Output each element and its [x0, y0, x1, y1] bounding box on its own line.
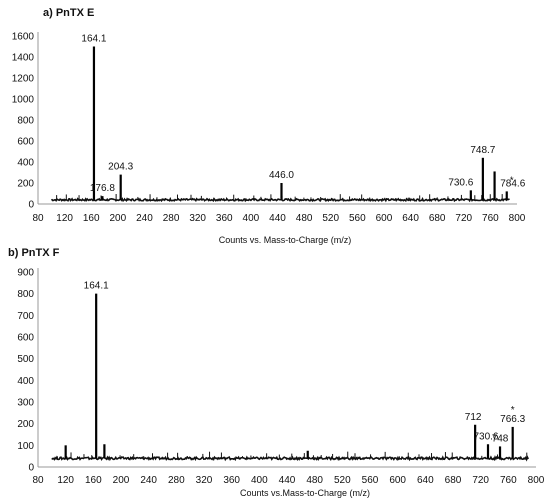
x-tick-label: 360	[216, 213, 233, 224]
y-tick-label: 0	[28, 200, 34, 211]
peak-label: 204.3	[108, 162, 133, 173]
y-tick-label: 0	[28, 463, 34, 474]
x-tick-label: 400	[251, 475, 268, 486]
y-tick-label: 300	[17, 398, 34, 409]
y-tick-label: 1400	[12, 53, 35, 64]
x-tick-label: 280	[168, 475, 185, 486]
y-tick-label: 500	[17, 354, 34, 365]
x-axis-label: Counts vs.Mass-to-Charge (m/z)	[240, 488, 370, 498]
x-tick-label: 800	[509, 213, 526, 224]
spectrum-panel-a: a) PnTX E 0 200 400 600 800 1000 1200 1400 1600 80…	[12, 7, 526, 245]
peak-label: 784.6	[500, 178, 525, 189]
x-tick-label: 680	[429, 213, 446, 224]
peak-label: 730.6	[448, 177, 473, 188]
x-tick-label: 600	[389, 475, 406, 486]
y-tick-label: 1000	[12, 95, 35, 106]
x-tick-label: 200	[109, 213, 126, 224]
x-tick-label: 800	[528, 475, 545, 486]
y-tick-label: 700	[17, 311, 34, 322]
x-tick-label: 640	[417, 475, 434, 486]
x-tick-label: 760	[482, 213, 499, 224]
peak-marker: *	[510, 175, 514, 186]
y-tick-label: 100	[17, 441, 34, 452]
peak-label: 176.8	[90, 183, 115, 194]
x-tick-label: 240	[140, 475, 157, 486]
x-tick-label: 320	[189, 213, 206, 224]
peak-marker: *	[511, 405, 515, 416]
x-tick-label: 760	[500, 475, 517, 486]
peak-label: 164.1	[84, 281, 109, 292]
x-tick-label: 720	[455, 213, 472, 224]
x-axis-label: Counts vs. Mass-to-Charge (m/z)	[219, 235, 352, 245]
peak-label: 730.6	[473, 431, 498, 442]
y-tick-label: 1600	[12, 32, 35, 43]
x-tick-label: 200	[113, 475, 130, 486]
x-tick-label: 320	[196, 475, 213, 486]
peak-label: 164.1	[81, 34, 106, 45]
x-tick-label: 360	[223, 475, 240, 486]
x-tick-label: 480	[306, 475, 323, 486]
peak-label: 748	[492, 433, 509, 444]
x-tick-label: 600	[376, 213, 393, 224]
x-tick-label: 520	[334, 475, 351, 486]
x-tick-label: 280	[163, 213, 180, 224]
x-tick-label: 520	[322, 213, 339, 224]
x-tick-label: 640	[402, 213, 419, 224]
panel-title: b) PnTX F	[8, 247, 60, 259]
x-tick-label: 720	[472, 475, 489, 486]
peak-label: 766.3	[500, 414, 525, 425]
x-tick-label: 560	[362, 475, 379, 486]
x-tick-label: 120	[56, 213, 73, 224]
x-tick-label: 440	[279, 475, 296, 486]
x-tick-label: 560	[349, 213, 366, 224]
y-tick-label: 200	[17, 179, 34, 190]
x-tick-label: 80	[32, 213, 44, 224]
y-tick-label: 800	[17, 289, 34, 300]
peak-label: 748.7	[470, 145, 495, 156]
x-tick-label: 400	[243, 213, 260, 224]
peak-label: 712	[465, 412, 482, 423]
y-tick-label: 800	[17, 116, 34, 127]
x-tick-label: 80	[32, 475, 44, 486]
peak-label: 446.0	[269, 170, 294, 181]
x-tick-label: 680	[445, 475, 462, 486]
y-tick-label: 600	[17, 333, 34, 344]
x-tick-label: 240	[136, 213, 153, 224]
y-tick-label: 600	[17, 137, 34, 148]
x-tick-label: 160	[85, 475, 102, 486]
y-tick-label: 1200	[12, 74, 35, 85]
baseline-trace	[51, 455, 529, 462]
y-tick-label: 400	[17, 158, 34, 169]
x-tick-label: 160	[83, 213, 100, 224]
y-tick-label: 200	[17, 419, 34, 430]
spectrum-panel-b: b) PnTX F 0 100 200 300 400 500 600 700 800 900 80 1…	[8, 247, 545, 498]
x-tick-label: 440	[269, 213, 286, 224]
x-tick-label: 120	[57, 475, 74, 486]
y-tick-label: 400	[17, 376, 34, 387]
x-tick-label: 480	[296, 213, 313, 224]
panel-title: a) PnTX E	[43, 7, 94, 19]
y-tick-label: 900	[17, 268, 34, 279]
